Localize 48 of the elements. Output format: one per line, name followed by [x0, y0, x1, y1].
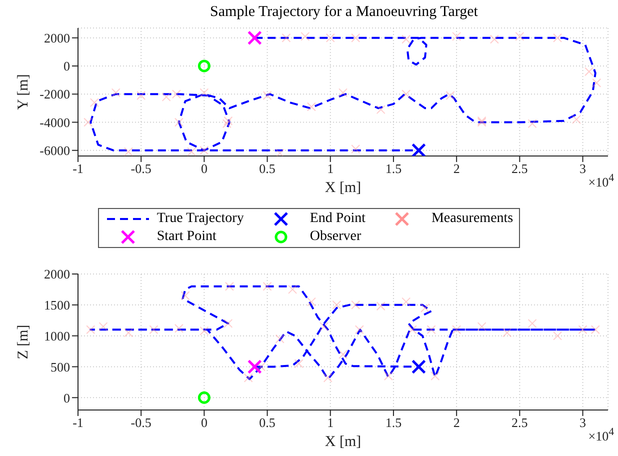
text: ×10$^{4}$: [588, 172, 614, 190]
x-tick-label: 0: [200, 415, 208, 430]
chart-title: Sample Trajectory for a Manoeuvring Target: [209, 3, 479, 22]
point: [247, 30, 262, 46]
y-tick-label: 0: [64, 390, 70, 406]
x-tick-label: 2: [453, 161, 460, 176]
x-tick-label: 1.5: [385, 161, 402, 176]
point: [198, 60, 210, 72]
x-tick-label: -0.5: [130, 161, 152, 176]
y-tick-label: -6000: [40, 142, 70, 158]
x-tick-label: 1.5: [385, 415, 402, 430]
x-tick-label: -0.5: [130, 415, 152, 430]
y-tick-label: 2000: [44, 30, 70, 46]
x-tick-label: 2.5: [512, 161, 528, 176]
legend-label: End Point: [310, 211, 366, 227]
x-tick-label: 2.5: [512, 415, 528, 430]
y-tick-label: 1000: [44, 328, 70, 344]
y-tick-label: 2000: [44, 266, 70, 282]
x-tick-label: 0: [200, 161, 208, 176]
x-tick-label: 0.5: [259, 161, 276, 176]
x-tick-label: 3: [580, 415, 586, 430]
legend-label: Observer: [310, 229, 362, 245]
x-axis-title: X [m]: [324, 434, 362, 450]
x-tick-label: 3: [580, 161, 586, 176]
x-tick-label: 1: [327, 161, 334, 176]
text: ×10$^{4}$: [588, 426, 614, 444]
y-tick-label: 0: [64, 58, 70, 74]
point: [247, 359, 262, 374]
x-tick-label: -1: [72, 161, 84, 176]
line-series: [90, 36, 596, 152]
point: [411, 359, 426, 374]
y-axis-title: Z [m]: [15, 324, 32, 360]
legend-label: Measurements: [431, 211, 514, 227]
y-axis-title: Y [m]: [15, 74, 32, 110]
legend-label: Start Point: [156, 229, 216, 245]
line-series: [90, 285, 596, 380]
x-tick-label: 0.5: [259, 415, 276, 430]
legend-label: True Trajectory: [156, 211, 244, 227]
x-tick-label: 1: [327, 415, 334, 430]
y-tick-label: 500: [50, 359, 70, 374]
y-tick-label: -2000: [40, 86, 70, 102]
y-tick-label: -4000: [40, 114, 70, 130]
point: [198, 391, 210, 404]
x-axis-title: X [m]: [324, 180, 362, 196]
point: [411, 143, 426, 156]
x-tick-label: -1: [72, 415, 84, 430]
x-tick-label: 2: [453, 415, 460, 430]
y-tick-label: 1500: [44, 298, 70, 313]
